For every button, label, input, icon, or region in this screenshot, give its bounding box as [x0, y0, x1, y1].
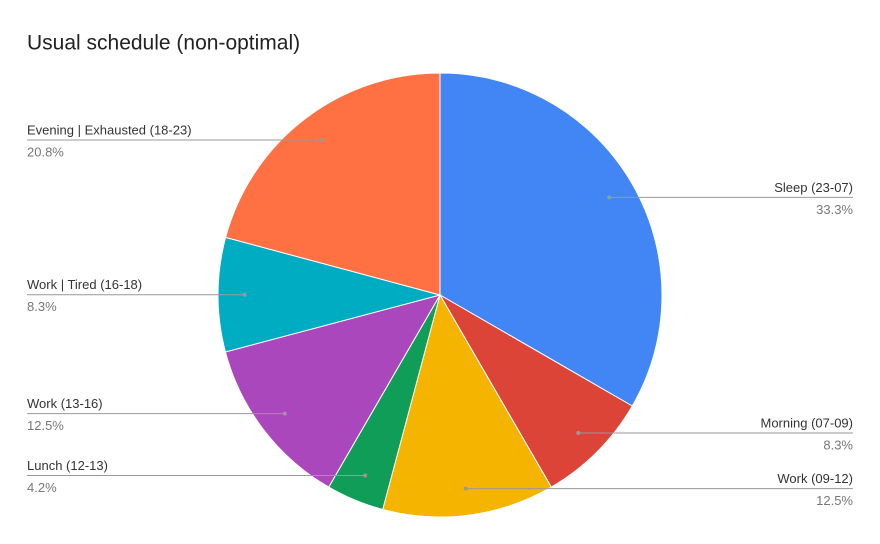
- leader-dot: [607, 195, 612, 200]
- pie-slice: [438, 293, 633, 488]
- leader-dot: [463, 486, 468, 491]
- pie-slice: [224, 72, 441, 296]
- slice-label: Lunch (12-13): [27, 458, 108, 473]
- slice-value-label: 20.8%: [27, 144, 64, 159]
- slice-label: Morning (07-09): [761, 415, 854, 430]
- slice-label: Work | Tired (16-18): [27, 277, 142, 292]
- slice-label: Evening | Exhausted (18-23): [27, 122, 192, 137]
- slice-value-label: 33.3%: [816, 202, 853, 217]
- pie-slice: [224, 294, 442, 488]
- leader-dot: [242, 292, 247, 297]
- pie-slice: [439, 72, 663, 407]
- slice-label: Work (09-12): [777, 471, 853, 486]
- slice-label: Work (13-16): [27, 396, 103, 411]
- slice-value-label: 4.2%: [27, 480, 57, 495]
- leader-dot: [576, 431, 581, 436]
- pie-slice: [382, 293, 552, 518]
- slice-value-label: 8.3%: [823, 437, 853, 452]
- leader-dot: [363, 473, 368, 478]
- slice-value-label: 12.5%: [816, 493, 853, 508]
- leader-dot: [282, 411, 287, 416]
- chart-title: Usual schedule (non-optimal): [27, 32, 300, 55]
- slice-value-label: 8.3%: [27, 299, 57, 314]
- slice-value-label: 12.5%: [27, 418, 64, 433]
- leader-dot: [319, 137, 324, 142]
- slice-label: Sleep (23-07): [774, 180, 853, 195]
